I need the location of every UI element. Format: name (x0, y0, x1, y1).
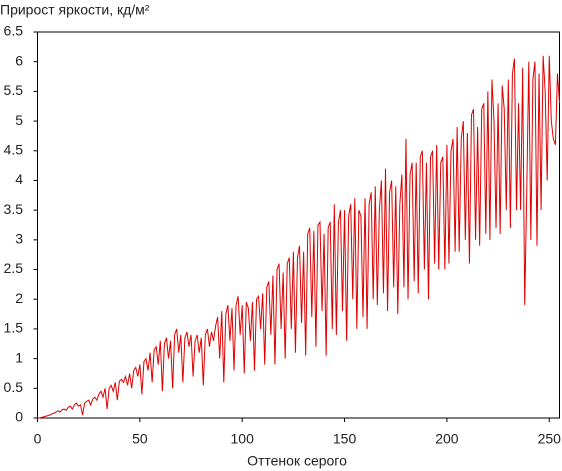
y-tick-label: 2.5 (4, 260, 24, 276)
y-tick-label: 4.5 (4, 141, 24, 157)
y-tick-label: 0.5 (4, 379, 24, 395)
y-tick-label: 0 (15, 409, 23, 425)
y-tick-label: 6 (15, 52, 23, 68)
x-tick-label: 150 (333, 431, 357, 447)
y-tick-label: 6.5 (4, 23, 24, 39)
y-tick-label: 3.5 (4, 201, 24, 217)
y-tick-label: 3 (15, 231, 23, 247)
y-tick-label: 1.5 (4, 320, 24, 336)
y-tick-label: 4 (15, 171, 23, 187)
x-tick-label: 250 (538, 431, 562, 447)
x-tick-label: 0 (34, 431, 42, 447)
y-tick-label: 2 (15, 290, 23, 306)
x-tick-label: 100 (231, 431, 255, 447)
x-tick-label: 50 (132, 431, 148, 447)
x-axis-label: Оттенок серого (247, 453, 347, 469)
plot-frame (37, 31, 560, 419)
y-tick-label: 1 (15, 349, 23, 365)
y-tick-label: 5.5 (4, 82, 24, 98)
y-tick-label: 5 (15, 112, 23, 128)
chart-title: Прирост яркости, кд/м² (0, 2, 150, 18)
data-line (37, 55, 560, 419)
x-tick-label: 200 (435, 431, 459, 447)
